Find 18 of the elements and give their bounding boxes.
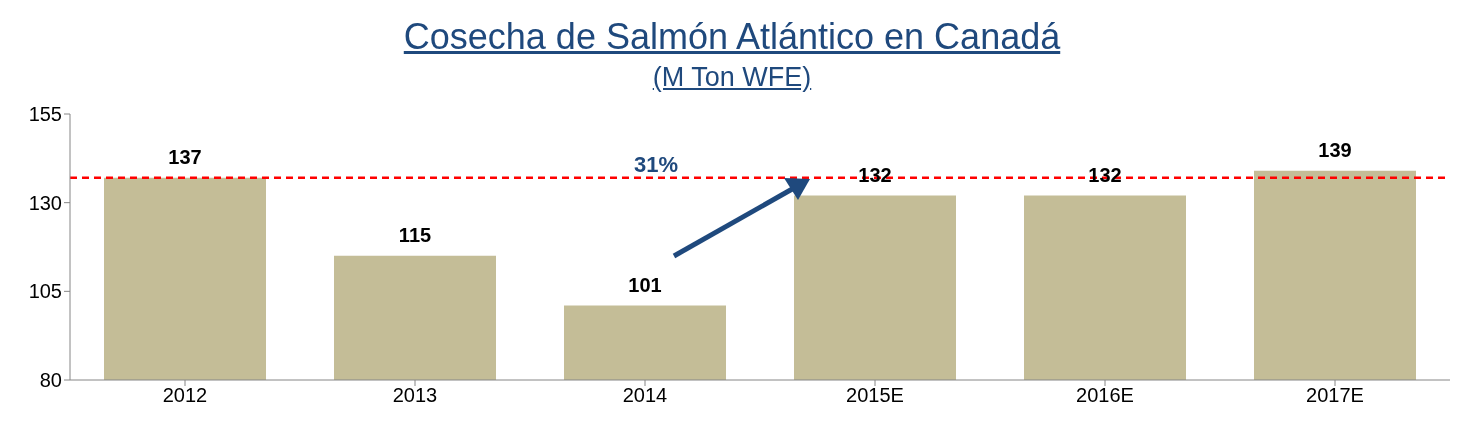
- data-label: 137: [168, 145, 202, 168]
- y-tick-label: 80: [39, 369, 62, 392]
- y-tick-label: 155: [28, 103, 62, 126]
- chart-subtitle: (M Ton WFE): [651, 62, 813, 93]
- x-tick-label: 2012: [162, 384, 208, 407]
- annotation: 31%: [634, 152, 679, 178]
- chart-title: Cosecha de Salmón Atlántico en Canadá: [402, 15, 1062, 58]
- x-tick-label: 2013: [392, 384, 438, 407]
- x-tick-label: 2017E: [1306, 384, 1364, 407]
- x-tick-label: 2016E: [1076, 384, 1134, 407]
- y-tick-label: 130: [28, 191, 62, 214]
- x-tick-label: 2014: [622, 384, 668, 407]
- y-tick-label: 105: [28, 280, 62, 303]
- data-label: 101: [628, 273, 662, 296]
- data-label: 115: [398, 223, 432, 246]
- data-label: 139: [1318, 138, 1352, 161]
- data-label: 132: [858, 163, 892, 186]
- x-tick-label: 2015E: [846, 384, 904, 407]
